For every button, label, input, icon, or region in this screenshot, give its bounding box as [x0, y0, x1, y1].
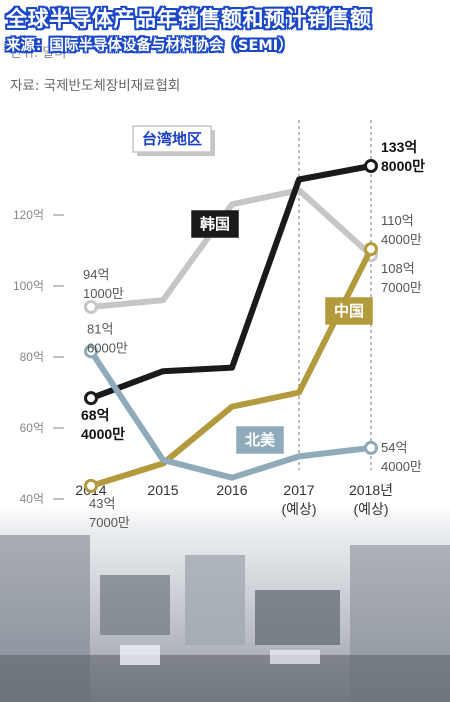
series-tag-box — [236, 426, 284, 454]
series-tag-box — [191, 210, 239, 238]
series-point — [364, 159, 378, 174]
data-label: 8000만 — [381, 158, 425, 174]
data-label: 4000만 — [381, 232, 422, 247]
data-label: 110억 — [381, 213, 414, 228]
series-point — [84, 478, 98, 493]
series-point — [364, 242, 378, 257]
series-line — [88, 246, 374, 489]
series-tag-label: 台湾地区 — [142, 130, 202, 148]
data-label: 54억 — [381, 440, 407, 455]
data-label: 108억 — [381, 261, 415, 276]
source-label-kr: 자료: 국제반도체장비재료협회 — [10, 78, 181, 94]
x-tick-label: 2016 — [216, 482, 247, 498]
data-label: 7000만 — [381, 280, 422, 295]
unit-label: 단위: 달러 — [10, 46, 67, 61]
data-label: 4000만 — [81, 426, 125, 442]
factory-photo-background — [0, 505, 450, 702]
data-label: 133억 — [381, 139, 417, 155]
series-point — [84, 299, 98, 314]
y-tick-label: 40억 — [20, 492, 44, 506]
chart-title: 全球半导体产品年销售额和预计销售额 — [6, 7, 372, 31]
series-tag-box — [325, 297, 373, 325]
series-line — [88, 348, 374, 481]
data-label: 81억 — [87, 321, 113, 336]
y-tick-label: 100억 — [13, 279, 44, 293]
y-tick-label: 120억 — [13, 208, 44, 222]
x-tick-label: (예상) — [281, 501, 316, 517]
data-label: 4000만 — [381, 459, 422, 474]
x-tick-label: 2017 — [283, 482, 314, 498]
y-tick-label: 60억 — [20, 421, 44, 435]
data-label: 94억 — [83, 267, 109, 282]
x-tick-label: 2015 — [147, 482, 178, 498]
data-label: 6000만 — [87, 340, 128, 355]
series-line — [88, 163, 374, 402]
series-tag-label: 中国 — [334, 302, 364, 320]
data-label: 1000만 — [83, 286, 124, 301]
series-line — [88, 187, 374, 310]
series-tag-label: 韩国 — [200, 215, 230, 233]
data-label: 43억 — [89, 496, 115, 511]
source-label-cn: 来源：国际半导体设备与材料协会（SEMI） — [6, 38, 293, 54]
series-tag-label: 北美 — [245, 431, 276, 449]
series-point — [84, 391, 98, 406]
x-tick-label: 2018년 — [349, 482, 393, 498]
data-label: 7000만 — [89, 515, 130, 530]
y-tick-label: 80억 — [20, 350, 44, 364]
factory-photo — [0, 535, 450, 702]
series-tag-box — [132, 125, 212, 153]
x-tick-label: (예상) — [353, 501, 388, 517]
series-point — [364, 440, 378, 455]
series-point — [84, 344, 98, 359]
data-label: 68억 — [81, 407, 109, 423]
